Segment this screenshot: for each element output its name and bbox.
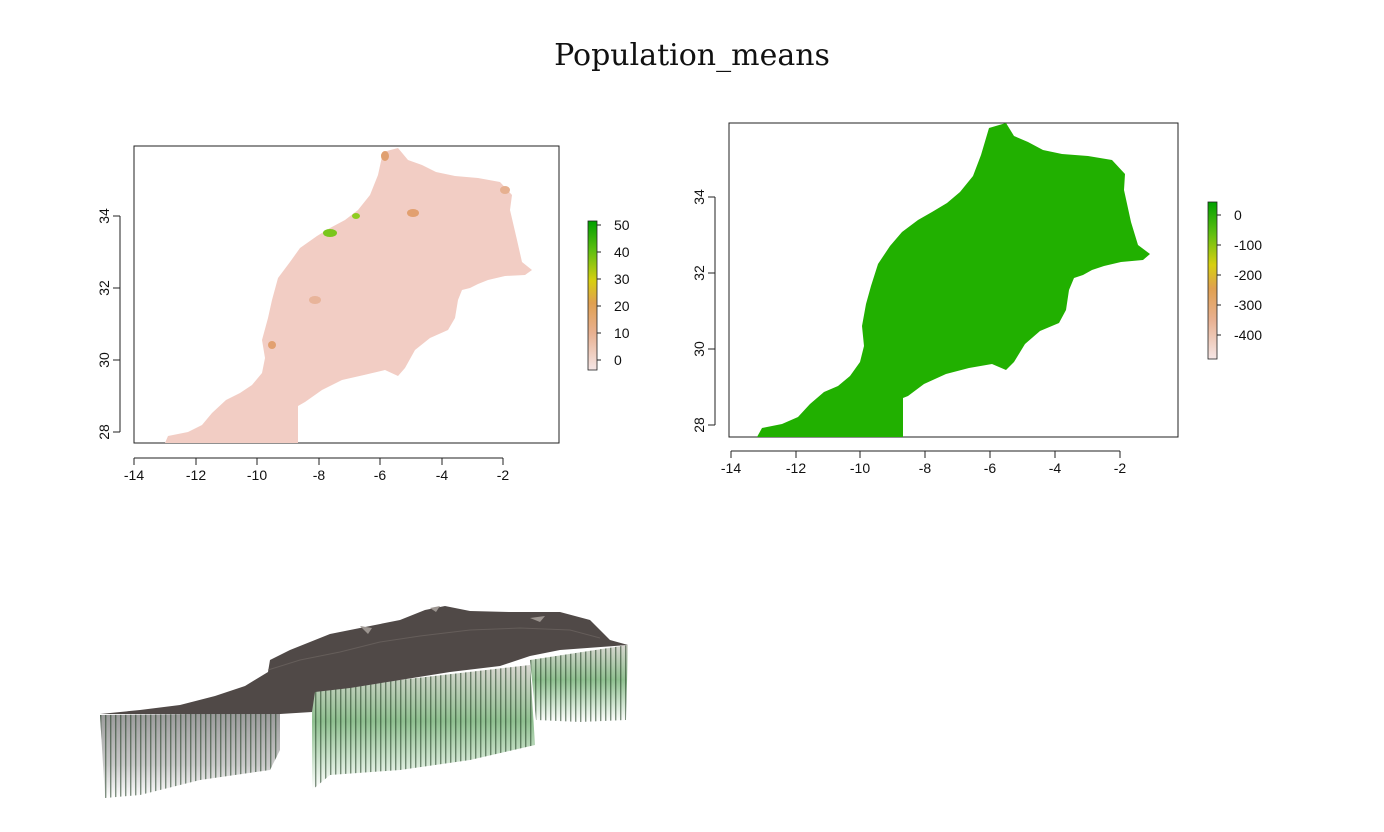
left-map-x-tick: -8	[313, 467, 326, 483]
right-map-x-tick: -10	[850, 460, 870, 476]
left-map-hotspot-oujda	[500, 186, 510, 194]
right-map-legend-bar	[1207, 201, 1218, 360]
left-map-x-tick: -12	[186, 467, 206, 483]
relief-wall-east-texture	[530, 645, 628, 722]
relief-top-surface	[100, 606, 628, 714]
left-map-y-tick: 34	[96, 208, 112, 224]
left-map-legend-label: 10	[614, 325, 630, 341]
right-map-x-tick: -4	[1049, 460, 1062, 476]
relief-wall-central-texture	[312, 665, 535, 790]
right-map-x-axis	[730, 450, 1121, 458]
left-map-x-tick: -10	[247, 467, 267, 483]
left-map-hotspot-north	[352, 213, 360, 219]
left-map-legend-label: 30	[614, 271, 630, 287]
left-map-hotspot-coast	[268, 341, 276, 349]
right-map-y-tick: 30	[691, 341, 707, 357]
right-map-x-tick: -8	[919, 460, 932, 476]
left-map-x-tick: -2	[497, 467, 510, 483]
right-map-panel: -14 -12 -10 -8 -6 -4 -2 28 30 32 34 0 -1…	[691, 122, 1262, 476]
right-map-x-tick: -12	[786, 460, 806, 476]
relief-surface-ridge	[267, 627, 601, 671]
right-map-x-tick: -2	[1114, 460, 1127, 476]
left-map-x-tick: -4	[436, 467, 449, 483]
left-map-legend-label: 50	[614, 217, 630, 233]
right-map-legend-label: 0	[1234, 207, 1242, 223]
left-map-x-tick: -14	[124, 467, 144, 483]
left-map-hotspot-rabat	[323, 229, 337, 237]
left-map-x-tick: -6	[374, 467, 387, 483]
right-map-morocco-shape	[757, 123, 1150, 437]
left-map-y-tick: 32	[96, 280, 112, 296]
right-map-y-tick: 34	[691, 189, 707, 205]
left-map-panel: -14 -12 -10 -8 -6 -4 -2 28 30 32 34 0	[96, 145, 630, 483]
right-map-frame	[728, 122, 1179, 438]
relief-3d-panel	[100, 606, 628, 798]
left-map-frame	[133, 145, 560, 444]
right-map-y-axis	[708, 196, 716, 426]
left-map-morocco-shape	[165, 148, 532, 443]
page-title: Population_means	[554, 38, 830, 73]
right-map-legend-ticks	[1217, 214, 1221, 336]
left-map-y-tick: 28	[96, 424, 112, 440]
left-map-legend-bar	[587, 220, 598, 371]
left-map-y-tick: 30	[96, 352, 112, 368]
right-map-x-tick: -6	[984, 460, 997, 476]
right-map-legend-label: -100	[1234, 237, 1262, 253]
right-map-legend-label: -200	[1234, 267, 1262, 283]
left-map-legend-ticks	[597, 224, 601, 361]
left-map-y-axis	[113, 215, 121, 433]
left-map-hotspot-tangier	[381, 151, 389, 161]
left-map-hotspot-center	[309, 296, 321, 304]
right-map-x-tick: -14	[721, 460, 741, 476]
right-map-legend-label: -300	[1234, 297, 1262, 313]
left-map-x-axis	[133, 457, 504, 465]
left-map-legend-label: 40	[614, 244, 630, 260]
right-map-y-tick: 28	[691, 417, 707, 433]
right-map-legend-label: -400	[1234, 327, 1262, 343]
left-map-legend-label: 0	[614, 352, 622, 368]
right-map-y-tick: 32	[691, 265, 707, 281]
left-map-legend-label: 20	[614, 298, 630, 314]
relief-wall-west-texture	[100, 713, 280, 798]
left-map-hotspot-east	[407, 209, 419, 217]
